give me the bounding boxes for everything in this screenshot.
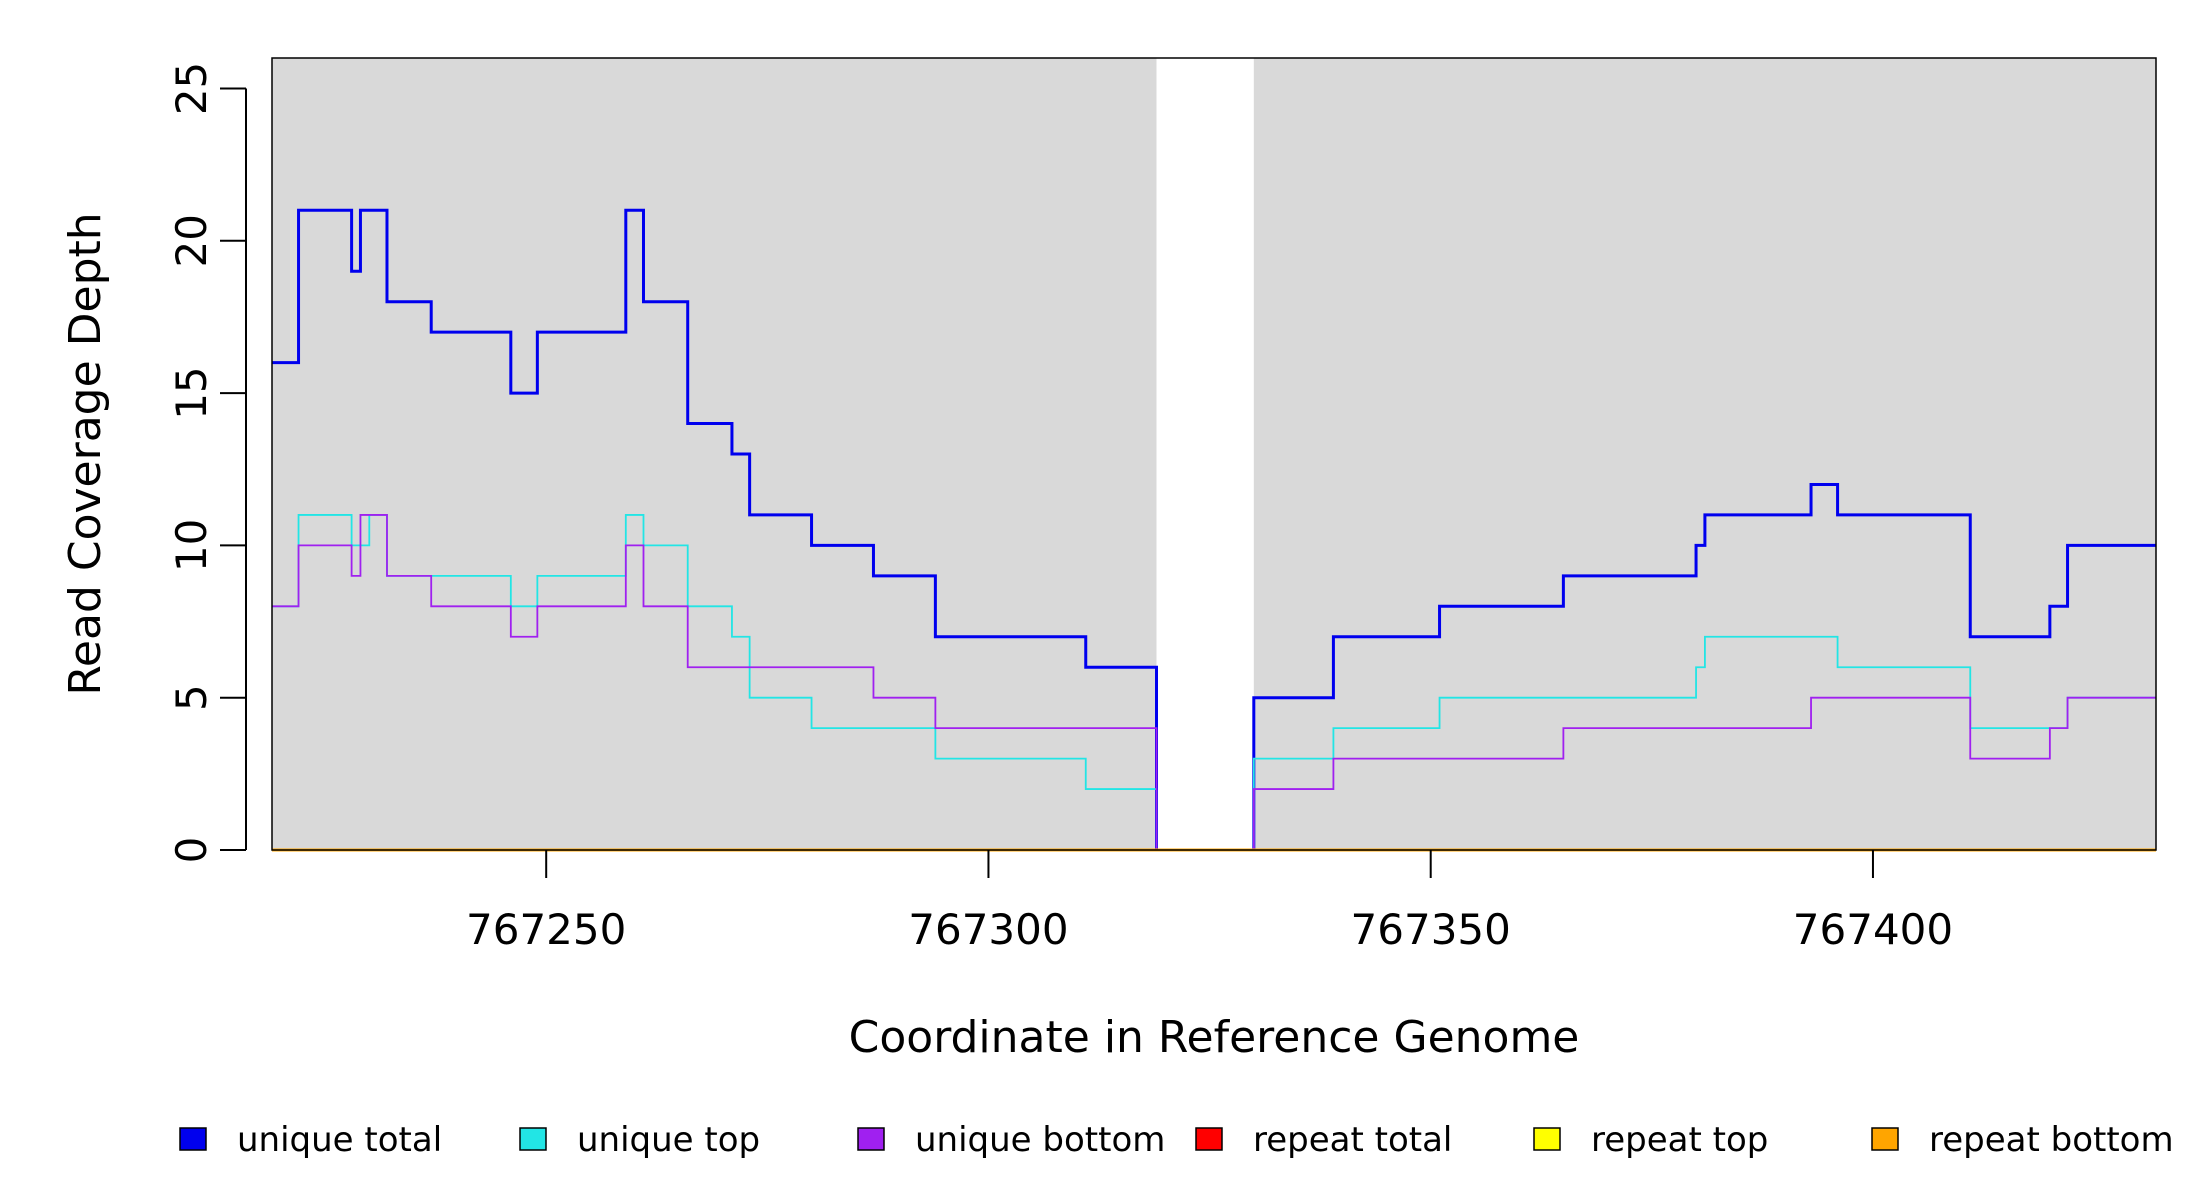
x-axis: 767250 767300 767350 767400 bbox=[466, 850, 1953, 954]
y-tick-label: 10 bbox=[167, 519, 216, 572]
legend-item-unique-total: unique total bbox=[179, 1120, 442, 1160]
legend-label: unique bottom bbox=[915, 1120, 1165, 1160]
y-tick-label: 5 bbox=[167, 684, 216, 711]
legend-label: repeat total bbox=[1253, 1120, 1452, 1160]
y-tick-label: 20 bbox=[167, 214, 216, 267]
y-tick-label: 0 bbox=[167, 837, 216, 864]
legend-item-repeat-total: repeat total bbox=[1195, 1120, 1452, 1160]
legend-swatch bbox=[1533, 1127, 1561, 1151]
x-tick-label: 767400 bbox=[1793, 905, 1953, 954]
series-line-unique-total bbox=[272, 208, 2156, 852]
plot-frame bbox=[271, 57, 2157, 851]
legend-swatch bbox=[519, 1127, 547, 1151]
y-tick-label: 15 bbox=[167, 366, 216, 419]
legend-swatch bbox=[1871, 1127, 1899, 1151]
legend-label: unique total bbox=[237, 1120, 442, 1160]
legend-label: repeat bottom bbox=[1929, 1120, 2174, 1160]
y-axis-title: Read Coverage Depth bbox=[60, 212, 111, 695]
legend-swatch bbox=[857, 1127, 885, 1151]
legend-item-unique-bottom: unique bottom bbox=[857, 1120, 1165, 1160]
x-axis-title: Coordinate in Reference Genome bbox=[849, 1012, 1580, 1063]
legend-label: repeat top bbox=[1591, 1120, 1768, 1160]
legend-swatch bbox=[1195, 1127, 1223, 1151]
legend: unique total unique top unique bottom repea… bbox=[179, 1120, 2174, 1160]
legend-swatch bbox=[179, 1127, 207, 1151]
x-tick-label: 767300 bbox=[908, 905, 1068, 954]
x-tick-label: 767350 bbox=[1351, 905, 1511, 954]
legend-label: unique top bbox=[577, 1120, 760, 1160]
legend-item-repeat-bottom: repeat bottom bbox=[1871, 1120, 2174, 1160]
highlight-region bbox=[1156, 58, 1254, 850]
y-axis: 0 5 10 15 20 25 bbox=[167, 62, 247, 864]
series-line-unique-bottom bbox=[272, 514, 2156, 851]
x-tick-label: 767250 bbox=[466, 905, 626, 954]
legend-item-unique-top: unique top bbox=[519, 1120, 760, 1160]
legend-item-repeat-top: repeat top bbox=[1533, 1120, 1768, 1160]
y-tick-label: 25 bbox=[167, 62, 216, 115]
